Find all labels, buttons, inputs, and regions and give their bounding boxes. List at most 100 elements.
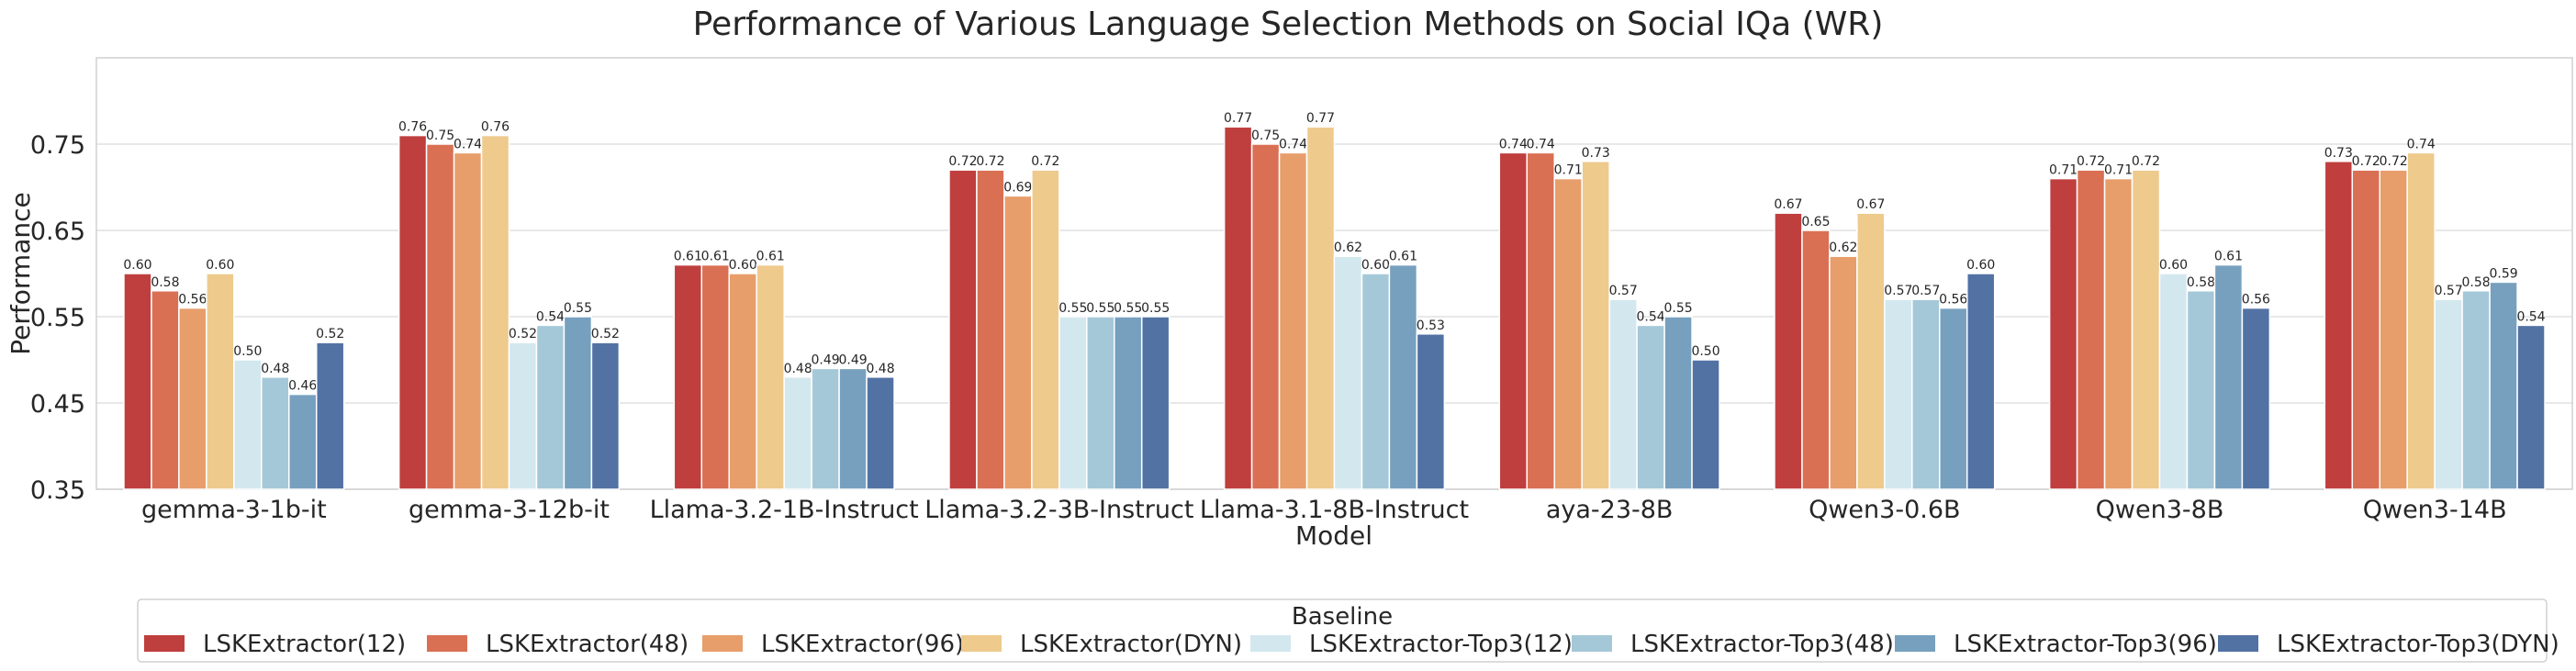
chart-title: Performance of Various Language Selectio… <box>693 6 1884 43</box>
data-label: 0.56 <box>1939 293 1967 308</box>
legend-swatch <box>427 635 467 652</box>
data-label: 0.54 <box>1637 309 1665 324</box>
bar <box>2186 290 2216 490</box>
data-label: 0.46 <box>288 379 317 394</box>
data-label: 0.71 <box>2104 163 2133 178</box>
data-label: 0.72 <box>2132 154 2160 169</box>
bar <box>2103 177 2134 490</box>
data-label: 0.72 <box>976 154 1004 169</box>
x-tick-label: aya-23-8B <box>1546 496 1674 524</box>
data-label: 0.48 <box>866 362 894 376</box>
legend-item: LSKExtractor-Top3(48) <box>1572 631 1894 658</box>
bar <box>1058 316 1088 490</box>
legend-swatch <box>1250 635 1291 652</box>
y-tick-label: 0.75 <box>30 131 85 160</box>
data-label: 0.73 <box>2324 146 2353 161</box>
bar <box>315 341 345 490</box>
bar <box>1856 212 1886 490</box>
legend-item: LSKExtractor(DYN) <box>961 631 1242 658</box>
bar <box>2131 169 2161 490</box>
bar <box>2406 151 2436 490</box>
data-label: 0.72 <box>2352 154 2380 169</box>
legend-label: LSKExtractor-Top3(96) <box>1954 631 2217 658</box>
legend: Baseline LSKExtractor(12) LSKExtractor(48… <box>137 598 2559 663</box>
data-label: 0.75 <box>426 129 454 143</box>
legend-label: LSKExtractor(96) <box>761 631 964 658</box>
x-tick-label: Llama-3.2-1B-Instruct <box>650 496 919 524</box>
bar <box>178 307 207 490</box>
y-tick-label: 0.55 <box>30 304 85 332</box>
y-axis-label: Performance <box>6 192 36 354</box>
bar <box>2241 307 2271 490</box>
data-label: 0.55 <box>1663 301 1692 316</box>
legend-swatch <box>702 635 743 652</box>
legend-swatch <box>2218 635 2258 652</box>
bar <box>1911 298 1941 490</box>
data-label: 0.60 <box>729 258 757 273</box>
data-label: 0.77 <box>1224 111 1252 126</box>
bar <box>2461 290 2491 490</box>
bar <box>123 273 152 490</box>
y-tick-label: 0.35 <box>30 476 85 505</box>
data-label: 0.71 <box>1554 163 1583 178</box>
bar <box>1003 195 1033 490</box>
bar <box>1114 316 1143 490</box>
bar <box>700 263 730 490</box>
bar <box>1305 126 1336 490</box>
legend-swatch <box>1572 635 1612 652</box>
data-label: 0.74 <box>454 137 482 151</box>
data-label: 0.60 <box>1966 258 1995 273</box>
x-tick-label: Qwen3-0.6B <box>1809 496 1960 524</box>
bar <box>2213 263 2244 490</box>
legend-swatch <box>961 635 1002 652</box>
legend-item: LSKExtractor-Top3(12) <box>1250 631 1573 658</box>
data-label: 0.61 <box>2214 250 2243 264</box>
bar <box>1361 273 1391 490</box>
bar <box>480 134 510 490</box>
bar <box>1333 255 1363 490</box>
bar <box>233 359 263 490</box>
bar <box>1416 333 1446 490</box>
data-label: 0.52 <box>316 327 344 341</box>
bar <box>1774 212 1803 490</box>
data-label: 0.75 <box>1251 129 1280 143</box>
bar <box>1884 298 1913 490</box>
data-label: 0.50 <box>233 344 262 359</box>
data-label: 0.56 <box>2242 293 2270 308</box>
y-axis-ticks: 0.35 0.45 0.55 0.65 0.75 <box>30 131 85 505</box>
x-tick-label: gemma-3-12b-it <box>409 496 610 524</box>
data-label: 0.61 <box>756 250 785 264</box>
data-label: 0.53 <box>1417 319 1445 333</box>
bar <box>151 290 180 490</box>
data-label: 0.48 <box>784 362 812 376</box>
bar <box>2489 281 2518 490</box>
data-label: 0.67 <box>1856 197 1885 212</box>
data-label: 0.55 <box>564 301 592 316</box>
bar <box>1086 316 1115 490</box>
data-label: 0.65 <box>1801 215 1830 229</box>
data-label: 0.61 <box>701 250 730 264</box>
bar <box>948 169 978 490</box>
y-tick-label: 0.45 <box>30 390 85 419</box>
data-label: 0.62 <box>1334 240 1362 255</box>
bar <box>261 376 290 490</box>
bar <box>2076 169 2106 490</box>
data-label: 0.55 <box>1141 301 1170 316</box>
bar <box>1939 307 1968 490</box>
bar <box>1691 359 1720 490</box>
data-label: 0.72 <box>948 154 977 169</box>
bar <box>2434 298 2463 490</box>
data-label: 0.72 <box>2380 154 2408 169</box>
data-label: 0.49 <box>812 352 840 367</box>
bar <box>866 376 895 490</box>
data-label: 0.72 <box>2077 154 2105 169</box>
bar <box>2379 169 2408 490</box>
data-label: 0.57 <box>1884 284 1912 298</box>
legend-item: LSKExtractor(96) <box>702 631 964 658</box>
bar <box>590 341 621 490</box>
legend-label: LSKExtractor(12) <box>203 631 406 658</box>
x-tick-label: Qwen3-8B <box>2096 496 2224 524</box>
data-label: 0.76 <box>398 120 427 135</box>
bar <box>535 324 566 490</box>
legend-swatch <box>144 635 185 652</box>
